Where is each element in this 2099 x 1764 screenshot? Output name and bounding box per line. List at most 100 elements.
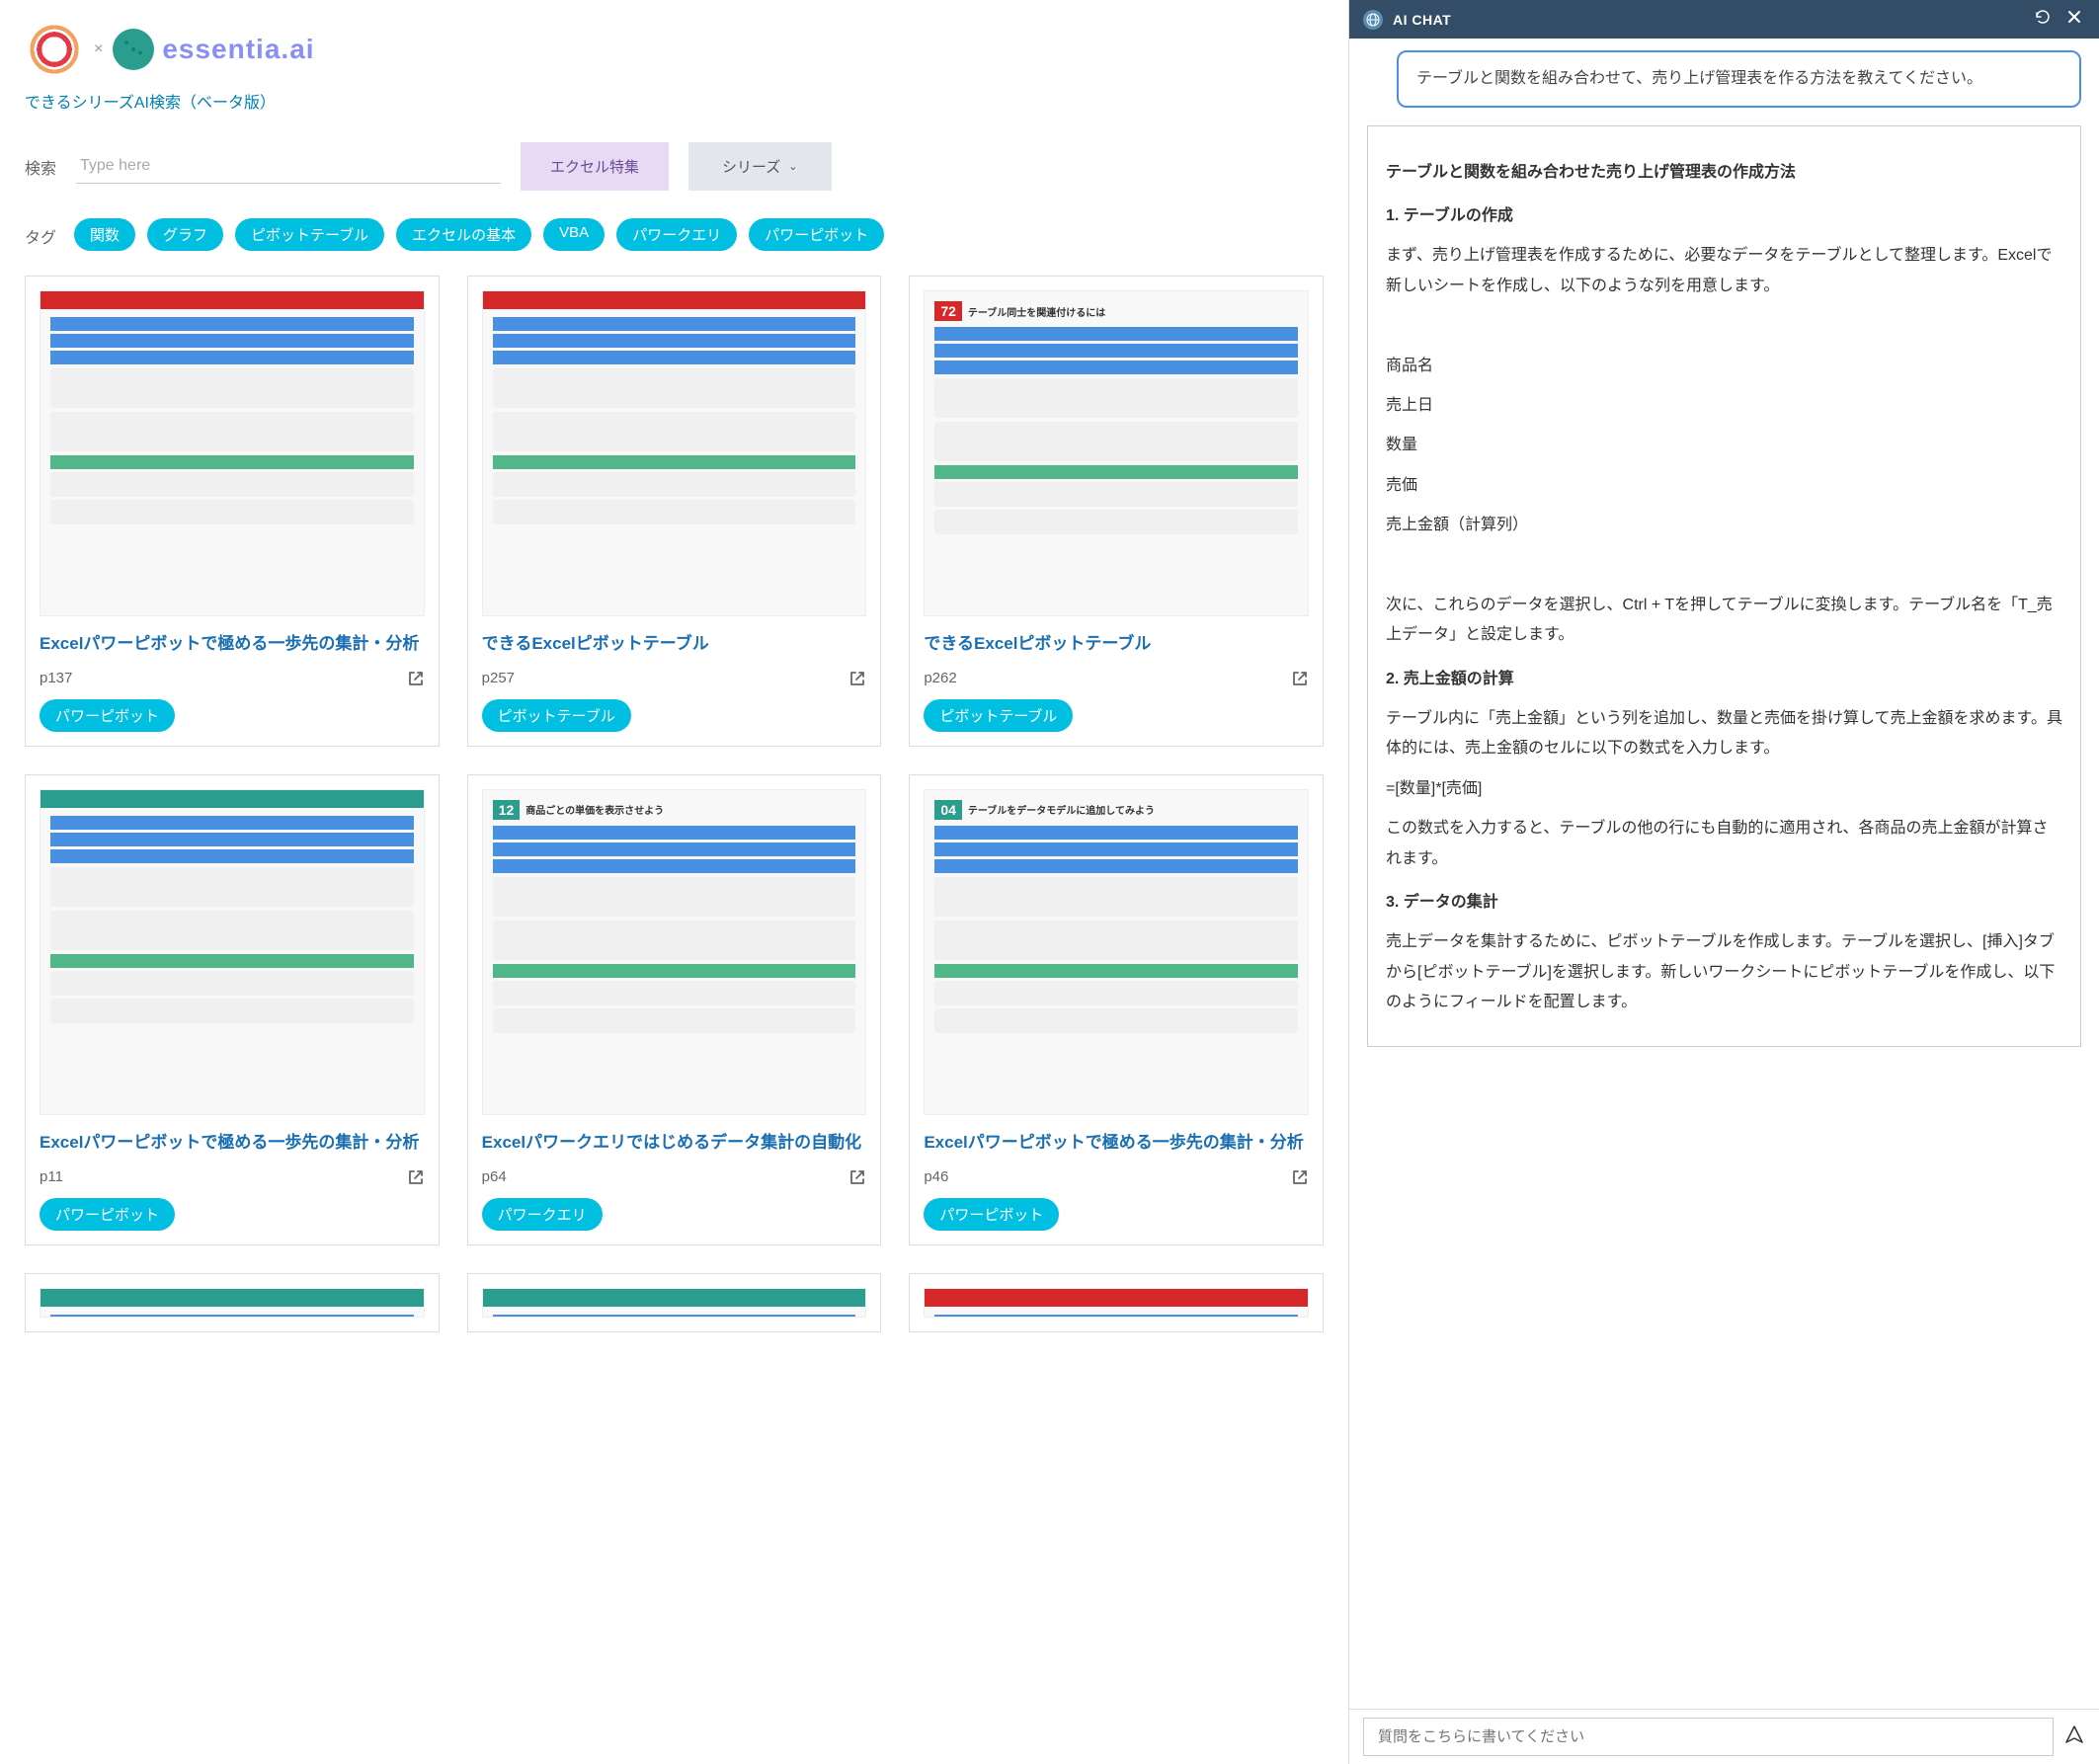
card-thumbnail[interactable] bbox=[40, 1288, 425, 1318]
external-link-icon[interactable] bbox=[407, 670, 425, 687]
x-separator: × bbox=[94, 40, 103, 58]
card-thumbnail[interactable]: 72テーブル同士を関連付けるには bbox=[924, 290, 1309, 616]
section-1-para-2: 次に、これらのデータを選択し、Ctrl + Tを押してテーブルに変換します。テー… bbox=[1386, 591, 2062, 651]
card-thumbnail[interactable] bbox=[924, 1288, 1309, 1318]
card-tag[interactable]: ピボットテーブル bbox=[924, 699, 1073, 732]
ai-response: テーブルと関数を組み合わせた売り上げ管理表の作成方法 1. テーブルの作成 まず… bbox=[1367, 125, 2081, 1047]
card-meta: p257 bbox=[482, 670, 867, 687]
refresh-icon[interactable] bbox=[2032, 6, 2054, 33]
card-title[interactable]: できるExcelピボットテーブル bbox=[482, 632, 867, 656]
chat-input-row bbox=[1349, 1709, 2099, 1764]
section-3-title: 3. データの集計 bbox=[1386, 888, 2062, 918]
tags-container: 関数グラフピボットテーブルエクセルの基本 VBA パワークエリパワーピボット bbox=[74, 218, 884, 251]
page-number: p46 bbox=[924, 1168, 948, 1185]
card-tag[interactable]: パワークエリ bbox=[482, 1198, 603, 1231]
close-icon[interactable] bbox=[2063, 6, 2085, 33]
external-link-icon[interactable] bbox=[848, 670, 866, 687]
tag-0[interactable]: 関数 bbox=[74, 218, 135, 251]
chat-header: AI CHAT bbox=[1349, 0, 2099, 39]
external-link-icon[interactable] bbox=[407, 1168, 425, 1186]
external-link-icon[interactable] bbox=[1291, 1168, 1309, 1186]
tag-1[interactable]: グラフ bbox=[147, 218, 223, 251]
essentia-logo: essentia.ai bbox=[113, 29, 314, 70]
page-number: p11 bbox=[40, 1168, 63, 1185]
result-card: 12商品ごとの単価を表示させよう Excelパワークエリではじめるデータ集計の自動… bbox=[467, 774, 882, 1245]
section-2-para-1: テーブル内に「売上金額」という列を追加し、数量と売価を掛け算して売上金額を求めま… bbox=[1386, 704, 2062, 764]
page-number: p64 bbox=[482, 1168, 507, 1185]
card-thumbnail[interactable] bbox=[40, 290, 425, 616]
search-row: 検索 エクセル特集 シリーズ ⌄ bbox=[25, 142, 1324, 191]
column-3: 数量 bbox=[1386, 431, 2062, 460]
card-meta: p64 bbox=[482, 1168, 867, 1186]
result-card: できるExcelピボットテーブル p257 ピボットテーブル bbox=[467, 276, 882, 747]
section-2-title: 2. 売上金額の計算 bbox=[1386, 665, 2062, 694]
card-title[interactable]: Excelパワーピボットで極める一歩先の集計・分析 bbox=[40, 1131, 425, 1155]
user-message-bubble: テーブルと関数を組み合わせて、売り上げ管理表を作る方法を教えてください。 bbox=[1397, 50, 2081, 108]
page-number: p137 bbox=[40, 670, 72, 686]
external-link-icon[interactable] bbox=[848, 1168, 866, 1186]
response-heading: テーブルと関数を組み合わせた売り上げ管理表の作成方法 bbox=[1386, 158, 2062, 188]
card-meta: p11 bbox=[40, 1168, 425, 1186]
section-1-para-1: まず、売り上げ管理表を作成するために、必要なデータをテーブルとして整理します。E… bbox=[1386, 241, 2062, 301]
series-dropdown-button[interactable]: シリーズ ⌄ bbox=[688, 142, 831, 191]
result-card: Excelパワーピボットで極める一歩先の集計・分析 p11 パワーピボット bbox=[25, 774, 440, 1245]
card-title[interactable]: Excelパワーピボットで極める一歩先の集計・分析 bbox=[924, 1131, 1309, 1155]
external-link-icon[interactable] bbox=[1291, 670, 1309, 687]
result-card: 04テーブルをデータモデルに追加してみよう Excelパワーピボットで極める一歩先… bbox=[909, 774, 1324, 1245]
tag-6[interactable]: パワーピボット bbox=[749, 218, 884, 251]
tag-3[interactable]: エクセルの基本 bbox=[396, 218, 531, 251]
search-input[interactable] bbox=[76, 149, 501, 184]
tag-5[interactable]: パワークエリ bbox=[616, 218, 737, 251]
series-label: シリーズ bbox=[722, 156, 780, 177]
header: × essentia.ai bbox=[25, 20, 1324, 79]
card-thumbnail[interactable]: 12商品ごとの単価を表示させよう bbox=[482, 789, 867, 1115]
page-number: p257 bbox=[482, 670, 515, 686]
chat-input[interactable] bbox=[1363, 1718, 2054, 1756]
excel-special-button[interactable]: エクセル特集 bbox=[521, 142, 669, 191]
ai-chat-panel: AI CHAT テーブルと関数を組み合わせて、売り上げ管理表を作る方法を教えてく… bbox=[1348, 0, 2099, 1764]
section-2-para-2: この数式を入力すると、テーブルの他の行にも自動的に適用され、各商品の売上金額が計… bbox=[1386, 814, 2062, 874]
card-tag[interactable]: パワーピボット bbox=[924, 1198, 1059, 1231]
dekiru-logo bbox=[25, 20, 84, 79]
card-thumbnail[interactable] bbox=[482, 1288, 867, 1318]
result-card: Excelパワーピボットで極める一歩先の集計・分析 p137 パワーピボット bbox=[25, 276, 440, 747]
result-card bbox=[467, 1273, 882, 1332]
result-card bbox=[25, 1273, 440, 1332]
send-icon[interactable] bbox=[2063, 1724, 2085, 1751]
card-thumbnail[interactable] bbox=[40, 789, 425, 1115]
page-number: p262 bbox=[924, 670, 956, 686]
subtitle: できるシリーズAI検索（ベータ版） bbox=[25, 89, 1324, 113]
column-5: 売上金額（計算列） bbox=[1386, 511, 2062, 540]
card-title[interactable]: Excelパワークエリではじめるデータ集計の自動化 bbox=[482, 1131, 867, 1155]
left-panel: × essentia.ai できるシリーズAI検索（ベータ版） 検索 エクセル特… bbox=[0, 0, 1348, 1764]
card-meta: p262 bbox=[924, 670, 1309, 687]
card-meta: p46 bbox=[924, 1168, 1309, 1186]
card-meta: p137 bbox=[40, 670, 425, 687]
column-4: 売価 bbox=[1386, 471, 2062, 501]
card-tag[interactable]: パワーピボット bbox=[40, 699, 175, 732]
card-title[interactable]: できるExcelピボットテーブル bbox=[924, 632, 1309, 656]
tag-4[interactable]: VBA bbox=[543, 218, 605, 251]
chevron-down-icon: ⌄ bbox=[788, 160, 797, 173]
result-card: 72テーブル同士を関連付けるにはできるExcelピボットテーブル p262 ピボット… bbox=[909, 276, 1324, 747]
result-card bbox=[909, 1273, 1324, 1332]
search-label: 検索 bbox=[25, 155, 56, 179]
section-3-para-1: 売上データを集計するために、ピボットテーブルを作成します。テーブルを選択し、[挿… bbox=[1386, 927, 2062, 1017]
card-thumbnail[interactable] bbox=[482, 290, 867, 616]
card-tag[interactable]: パワーピボット bbox=[40, 1198, 175, 1231]
column-1: 商品名 bbox=[1386, 352, 2062, 381]
card-title[interactable]: Excelパワーピボットで極める一歩先の集計・分析 bbox=[40, 632, 425, 656]
chat-title: AI CHAT bbox=[1393, 12, 2022, 28]
section-2-formula: =[数量]*[売価] bbox=[1386, 774, 2062, 804]
essentia-icon bbox=[113, 29, 154, 70]
globe-icon bbox=[1363, 10, 1383, 30]
tags-label: タグ bbox=[25, 218, 56, 248]
cards-grid: Excelパワーピボットで極める一歩先の集計・分析 p137 パワーピボット できるE… bbox=[25, 276, 1324, 1332]
tags-row: タグ 関数グラフピボットテーブルエクセルの基本 VBA パワークエリパワーピボット bbox=[25, 218, 1324, 251]
essentia-text: essentia.ai bbox=[162, 34, 314, 65]
card-thumbnail[interactable]: 04テーブルをデータモデルに追加してみよう bbox=[924, 789, 1309, 1115]
card-tag[interactable]: ピボットテーブル bbox=[482, 699, 631, 732]
column-2: 売上日 bbox=[1386, 391, 2062, 421]
tag-2[interactable]: ピボットテーブル bbox=[235, 218, 384, 251]
chat-body[interactable]: テーブルと関数を組み合わせて、売り上げ管理表を作る方法を教えてください。 テーブ… bbox=[1349, 39, 2099, 1709]
